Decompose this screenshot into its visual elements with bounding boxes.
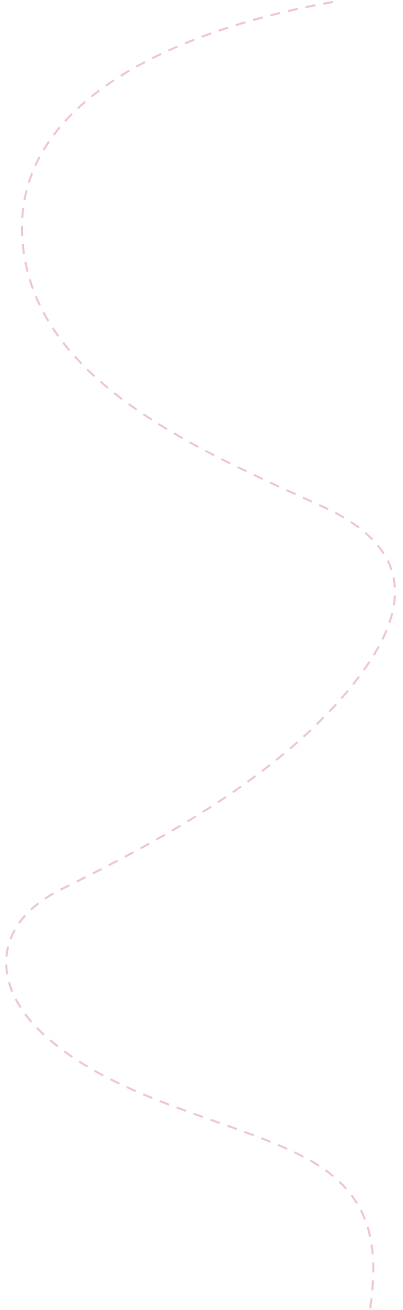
dashed-wave-path — [5, 1, 396, 1310]
